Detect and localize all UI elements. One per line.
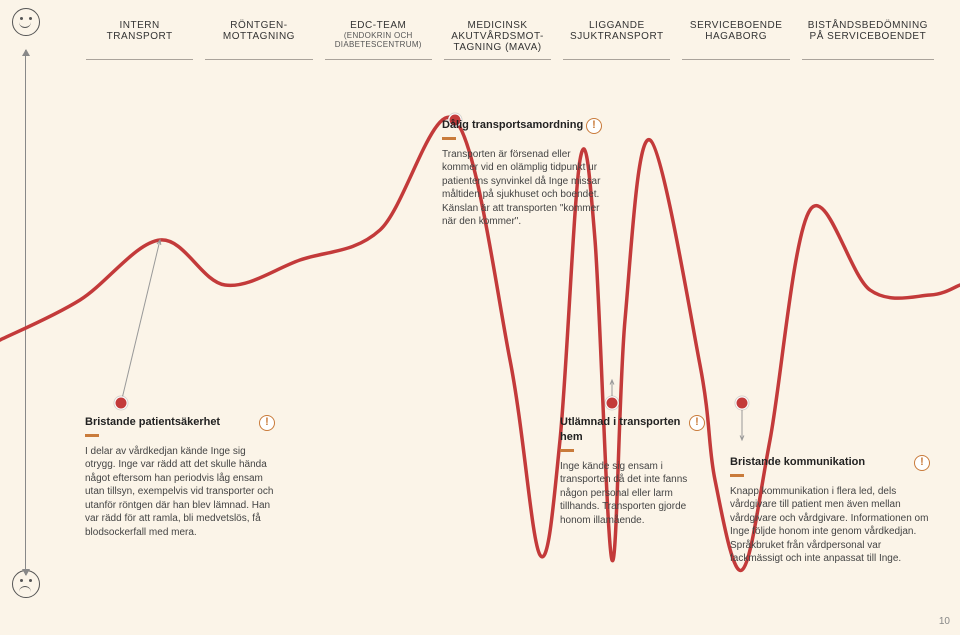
stage-header: EDC-TEAM(ENDOKRIN OCH DIABETESCENTRUM)	[325, 20, 432, 60]
alert-icon: !	[914, 455, 930, 471]
title-rule	[730, 474, 744, 477]
title-rule	[560, 449, 574, 452]
title-rule	[442, 137, 456, 140]
callout-communication: !Bristande kommunikation Knapp kommunikat…	[730, 455, 930, 566]
callout-body: Knapp kommunikation i flera led, dels vå…	[730, 485, 930, 566]
callout-title: Utlämnad i transporten hem	[560, 415, 705, 445]
stage-header: RÖNTGEN-MOTTAGNING	[205, 20, 312, 60]
callout-body: Inge kände sig ensam i transporten då de…	[560, 460, 705, 528]
callout-left-in-transport: !Utlämnad i transporten hem Inge kände si…	[560, 415, 705, 527]
title-rule	[85, 434, 99, 437]
callout-body: Transporten är försenad eller kommer vid…	[442, 148, 602, 229]
journey-map: INTERN TRANSPORT RÖNTGEN-MOTTAGNING EDC-TE…	[0, 0, 960, 635]
stage-header: MEDICINSK AKUTVÅRDSMOT-TAGNING (MAVA)	[444, 20, 551, 60]
emotion-axis	[25, 50, 26, 575]
callout-title: Dålig transportsamordning	[442, 118, 602, 133]
alert-icon: !	[259, 415, 275, 431]
stage-header: SERVICEBOENDE HAGABORG	[682, 20, 789, 60]
callout-title: Bristande patientsäkerhet	[85, 415, 275, 430]
callout-patient-safety: !Bristande patientsäkerhet I delar av vår…	[85, 415, 275, 539]
callout-body: I delar av vårdkedjan kände Inge sig otr…	[85, 445, 275, 540]
stage-header: LIGGANDE SJUKTRANSPORT	[563, 20, 670, 60]
alert-icon: !	[689, 415, 705, 431]
stage-header: BISTÅNDSBEDÖMNING PÅ SERVICEBOENDET	[802, 20, 934, 60]
stage-header: INTERN TRANSPORT	[86, 20, 193, 60]
emotion-face-happy	[12, 8, 40, 36]
callout-title: Bristande kommunikation	[730, 455, 930, 470]
alert-icon: !	[586, 118, 602, 134]
page-number: 10	[939, 616, 950, 627]
stage-headers: INTERN TRANSPORT RÖNTGEN-MOTTAGNING EDC-TE…	[80, 20, 940, 60]
callout-transport-coord: !Dålig transportsamordning Transporten är…	[442, 118, 602, 229]
